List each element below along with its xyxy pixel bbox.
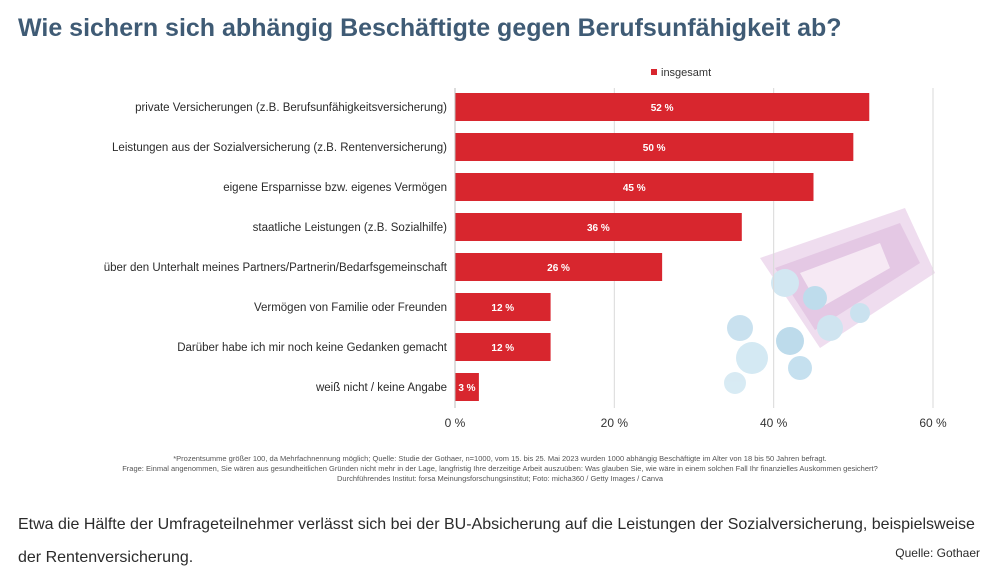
legend-swatch (651, 69, 657, 75)
bar (455, 253, 663, 281)
x-tick-label: 60 % (919, 416, 947, 430)
legend-label: insgesamt (661, 67, 711, 79)
bar-value-label: 36 % (587, 223, 610, 234)
footnote-2: Frage: Einmal angenommen, Sie wären aus … (122, 464, 878, 473)
bar (455, 173, 814, 201)
bar (455, 333, 551, 361)
bar-value-label: 12 % (491, 343, 514, 354)
category-label: Vermögen von Familie oder Freunden (254, 302, 447, 314)
chart-area: private Versicherungen (z.B. Berufsunfäh… (0, 58, 1000, 490)
money-illustration (724, 208, 935, 394)
category-label: Darüber habe ich mir noch keine Gedanken… (177, 342, 448, 354)
bar (455, 133, 854, 161)
bar-value-label: 45 % (623, 183, 646, 194)
x-tick-label: 0 % (445, 416, 466, 430)
category-label: private Versicherungen (z.B. Berufsunfäh… (135, 102, 447, 114)
source-credit: Quelle: Gothaer (895, 546, 980, 560)
bar (455, 213, 742, 241)
bar-chart: private Versicherungen (z.B. Berufsunfäh… (104, 67, 947, 430)
bar (455, 293, 551, 321)
footnote-1: *Prozentsumme größer 100, da Mehrfachnen… (173, 454, 827, 463)
category-label: staatliche Leistungen (z.B. Sozialhilfe) (253, 222, 447, 234)
bar-value-label: 50 % (643, 143, 666, 154)
footnote-3: Durchführendes Institut: forsa Meinungsf… (337, 474, 663, 483)
caption-text: Etwa die Hälfte der Umfrageteilnehmer ve… (18, 516, 975, 566)
bar-value-label: 26 % (547, 263, 570, 274)
category-label: weiß nicht / keine Angabe (315, 382, 447, 394)
bar (455, 93, 870, 121)
x-tick-label: 20 % (601, 416, 629, 430)
chart-title: Wie sichern sich abhängig Beschäftigte g… (18, 14, 842, 42)
bar-value-label: 52 % (651, 103, 674, 114)
category-label: Leistungen aus der Sozialversicherung (z… (112, 142, 447, 154)
bar-value-label: 12 % (491, 303, 514, 314)
category-label: über den Unterhalt meines Partners/Partn… (104, 262, 448, 274)
bar (455, 373, 479, 401)
bar-value-label: 3 % (458, 383, 475, 394)
x-tick-label: 40 % (760, 416, 788, 430)
category-label: eigene Ersparnisse bzw. eigenes Vermögen (223, 182, 447, 194)
